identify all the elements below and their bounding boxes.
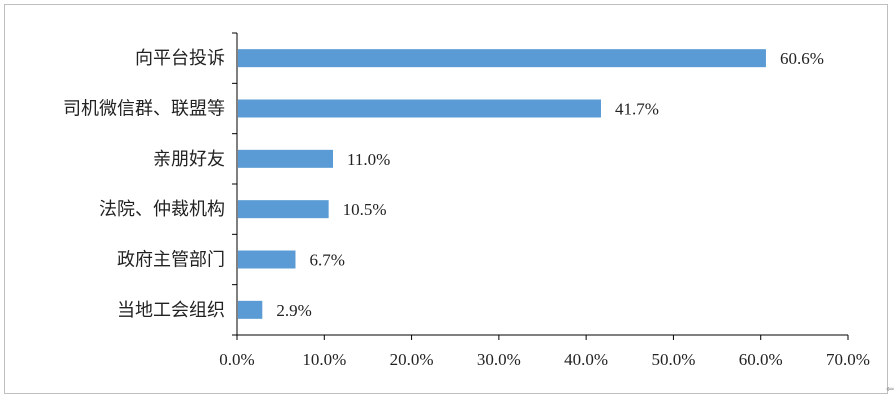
bar-chart: 0.0% 10.0% 20.0% 30.0% 40.0% 50.0% 60.0% 70.0% 向… [63, 32, 870, 369]
data-label: 41.7% [615, 100, 659, 119]
bar [238, 200, 329, 219]
x-tick-label: 30.0% [477, 350, 521, 369]
data-label: 60.6% [780, 49, 824, 68]
chart-frame: 0.0% 10.0% 20.0% 30.0% 40.0% 50.0% 60.0% 70.0% 向… [4, 4, 888, 394]
x-tick-label: 60.0% [739, 350, 783, 369]
category-label: 司机微信群、联盟等 [63, 99, 225, 120]
data-label: 10.5% [343, 200, 387, 219]
data-label: 2.9% [276, 301, 311, 320]
category-label: 向平台投诉 [135, 48, 225, 69]
x-tick-label: 70.0% [826, 350, 870, 369]
bar [238, 99, 601, 118]
bar [238, 300, 263, 319]
data-label: 6.7% [309, 251, 344, 270]
category-label: 政府主管部门 [117, 250, 225, 271]
bar [238, 250, 296, 269]
category-label: 法院、仲裁机构 [99, 199, 225, 220]
bar [238, 149, 334, 168]
labels: 0.0% 10.0% 20.0% 30.0% 40.0% 50.0% 60.0% 70.0% 向… [63, 48, 870, 369]
x-tick-label: 20.0% [390, 350, 434, 369]
corner-arrow-icon: ⇐ [886, 384, 895, 395]
x-tick-label: 0.0% [219, 350, 254, 369]
x-tick-label: 10.0% [302, 350, 346, 369]
bar [238, 49, 766, 68]
axes [232, 32, 849, 340]
x-tick-label: 40.0% [564, 350, 608, 369]
x-tick-label: 50.0% [651, 350, 695, 369]
data-label: 11.0% [347, 150, 390, 169]
category-label: 亲朋好友 [153, 149, 225, 170]
bars [238, 49, 766, 319]
category-label: 当地工会组织 [117, 300, 225, 321]
